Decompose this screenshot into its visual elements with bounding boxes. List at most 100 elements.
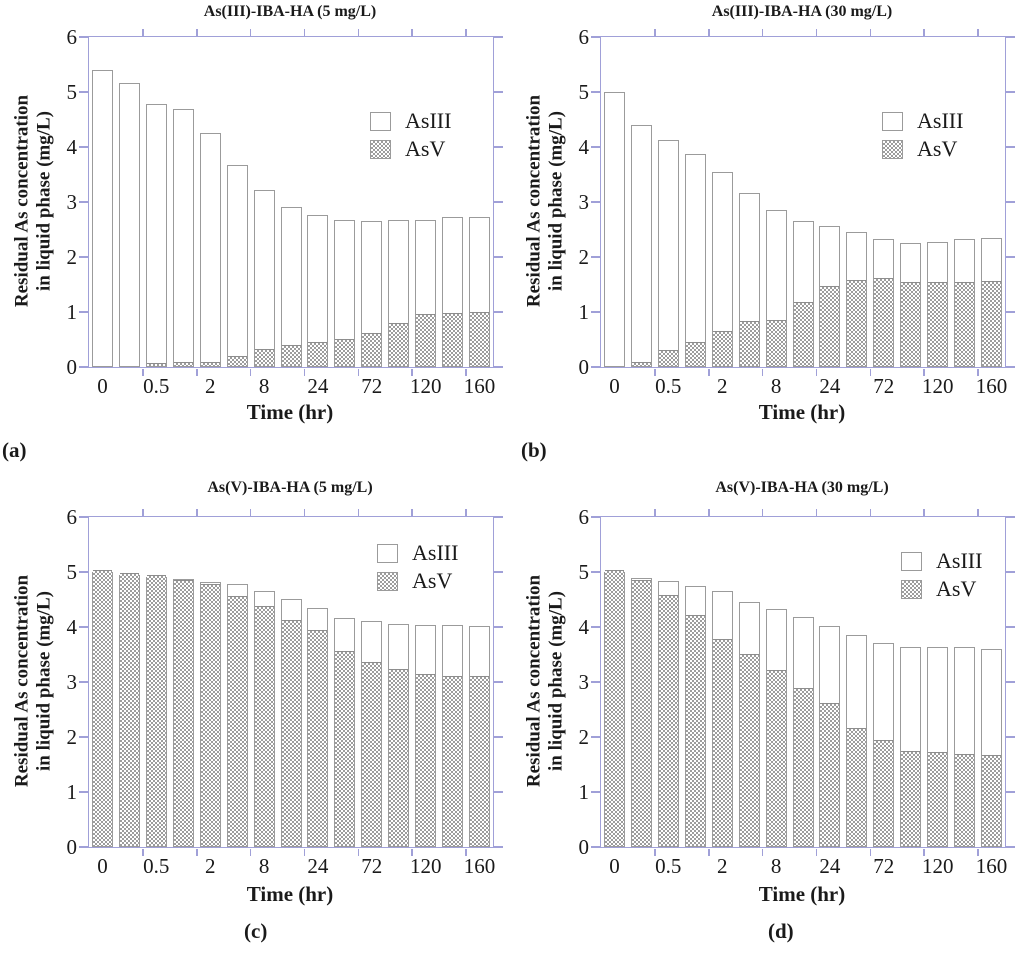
- x-tick-label: 0.5: [655, 374, 682, 398]
- legend-item-asv: AsV: [901, 575, 982, 603]
- asv-segment: [470, 312, 489, 366]
- panel-a: As(III)-IBA-HA (5 mg/L) Residual As conc…: [0, 0, 512, 468]
- legend: AsIII AsV: [882, 107, 963, 163]
- asv-segment: [685, 615, 705, 846]
- x-axis-tick: [303, 28, 306, 36]
- asv-segment: [173, 580, 193, 846]
- stacked-bar: [657, 581, 679, 847]
- y-axis-tick: [591, 91, 600, 93]
- x-tick-label: 160: [975, 854, 1008, 878]
- stacked-bar: [226, 165, 248, 367]
- y-axis-tick: [1006, 36, 1015, 38]
- x-tick-label: 0.5: [143, 854, 170, 878]
- stacked-bar: [118, 83, 140, 367]
- x-axis-tick: [923, 508, 925, 516]
- stacked-bar: [307, 608, 329, 847]
- x-tick-label: 120: [921, 374, 954, 398]
- stacked-bar: [172, 109, 194, 367]
- asv-segment: [605, 570, 624, 846]
- stacked-bar: [900, 647, 922, 847]
- y-tick-label: 4: [578, 615, 590, 639]
- y-axis-tick: [591, 311, 600, 313]
- panel-b: As(III)-IBA-HA (30 mg/L) Residual As con…: [512, 0, 1024, 468]
- asv-segment: [820, 286, 840, 366]
- y-tick-label: 4: [66, 615, 78, 639]
- y-axis-tick: [591, 201, 600, 203]
- y-axis-label-line1: Residual As concentration: [11, 574, 33, 788]
- panel-tag-a: (a): [2, 438, 27, 462]
- y-tick-label: 5: [66, 560, 78, 584]
- stacked-bar: [199, 133, 221, 367]
- y-axis-tick: [79, 256, 88, 258]
- plot-area: AsIII AsV 0 0.5 2 8 24 72 120 160 0 1 2 3 4 5 6: [579, 505, 1015, 878]
- asv-segment: [200, 362, 220, 366]
- y-tick-label: 2: [578, 245, 590, 269]
- x-axis-tick: [142, 508, 144, 516]
- stacked-bar: [415, 625, 437, 847]
- y-tick-label: 6: [66, 505, 78, 529]
- y-axis-tick: [494, 846, 503, 848]
- asv-segment: [389, 323, 409, 366]
- y-axis-tick: [79, 516, 88, 518]
- y-axis-tick: [494, 256, 503, 258]
- stacked-bar: [92, 570, 113, 847]
- plot-area: AsIII AsV 0 0.5 2 8 24 72 120 160 0 1 2 3 4 5 6: [67, 505, 503, 878]
- x-tick-label: 72: [361, 854, 383, 878]
- stacked-bar: [927, 242, 949, 367]
- x-axis-tick: [465, 508, 467, 516]
- asiii-swatch: [377, 543, 398, 563]
- x-tick-label: 0.5: [655, 854, 682, 878]
- asv-segment: [658, 595, 678, 846]
- y-tick-label: 3: [66, 190, 78, 214]
- stacked-bar: [145, 575, 167, 847]
- x-axis-tick: [761, 508, 764, 516]
- legend-label: AsIII: [917, 108, 964, 133]
- x-axis-tick: [196, 28, 198, 36]
- y-axis-tick: [591, 736, 600, 738]
- asv-segment: [685, 342, 705, 366]
- y-tick-label: 5: [578, 80, 590, 104]
- stacked-bar: [846, 635, 868, 847]
- x-tick-label: 120: [409, 854, 442, 878]
- stacked-bar: [873, 239, 895, 367]
- stacked-bar: [334, 618, 356, 847]
- y-tick-label: 4: [66, 135, 78, 159]
- x-axis-tick: [249, 28, 252, 36]
- y-tick-label: 3: [66, 670, 78, 694]
- x-tick-label: 24: [819, 854, 841, 878]
- chart-title: As(V)-IBA-HA (5 mg/L): [207, 479, 373, 496]
- legend-label: AsIII: [405, 108, 452, 133]
- asv-segment: [820, 703, 840, 846]
- stacked-bar: [307, 215, 329, 367]
- stacked-bar: [388, 220, 410, 367]
- legend-label: AsIII: [936, 548, 983, 573]
- x-axis-label: Time (hr): [246, 882, 334, 906]
- asv-segment: [874, 740, 894, 846]
- stacked-bar: [954, 239, 976, 367]
- panel-c: As(V)-IBA-HA (5 mg/L) Residual As concen…: [0, 470, 512, 956]
- asv-segment: [443, 676, 463, 846]
- x-axis-tick: [249, 848, 252, 856]
- stacked-bar: [711, 172, 733, 367]
- y-tick-label: 6: [66, 25, 78, 49]
- y-axis-tick: [591, 366, 600, 368]
- legend: AsIII AsV: [377, 539, 458, 595]
- x-axis-tick: [654, 28, 656, 36]
- y-tick-label: 6: [578, 25, 590, 49]
- x-axis-tick: [869, 28, 872, 36]
- asv-segment: [119, 573, 139, 846]
- panel-tag-d: (d): [768, 919, 794, 943]
- y-axis-tick: [1006, 146, 1015, 148]
- asiii-swatch: [370, 111, 391, 131]
- y-axis-label-line1: Residual As concentration: [523, 94, 545, 308]
- y-axis-tick: [1006, 201, 1015, 203]
- x-tick-label: 72: [873, 854, 895, 878]
- x-axis-tick: [708, 508, 710, 516]
- stacked-bar: [873, 643, 895, 847]
- y-axis-tick: [1006, 791, 1015, 793]
- y-axis-tick: [1006, 366, 1015, 368]
- x-axis-tick: [411, 508, 413, 516]
- stacked-bar: [684, 154, 706, 367]
- stacked-bar: [334, 220, 356, 367]
- x-axis-tick: [142, 368, 144, 376]
